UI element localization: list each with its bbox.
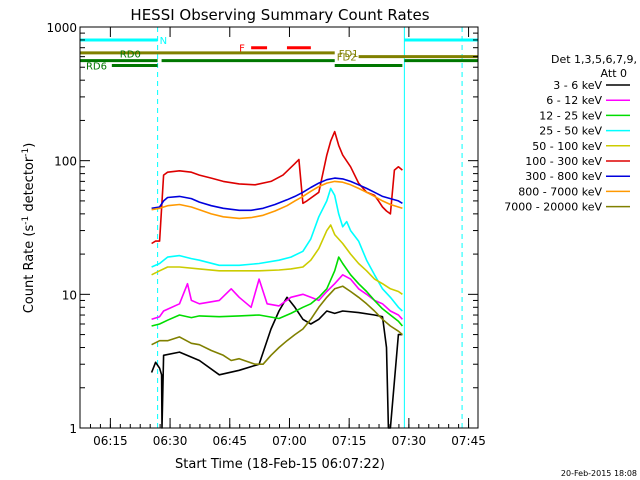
flag-label-f: F <box>239 44 245 55</box>
x-tick-label-5: 07:30 <box>392 434 427 448</box>
series-line-6 <box>151 177 403 212</box>
x-tick-label-2: 06:45 <box>212 434 247 448</box>
legend-header-2: Att 0 <box>601 67 627 80</box>
series-line-5 <box>151 130 403 245</box>
series-line-0 <box>150 296 403 429</box>
y-axis-label: Count Rate (s-1 detector-1) <box>21 143 37 314</box>
y-label-mid: detector <box>22 156 37 216</box>
series-line-7 <box>151 180 403 220</box>
legend-entries: 3 - 6 keV 6 - 12 keV 12 - 25 keV 25 - 50 ke… <box>504 79 630 214</box>
series-line-4 <box>151 224 403 295</box>
y-label-sup2: -1 <box>21 148 31 157</box>
y-tick-label-2: 100 <box>54 155 77 169</box>
vertical-markers <box>79 27 463 428</box>
x-tick-label-3: 07:00 <box>272 434 307 448</box>
legend-label-3: 25 - 50 keV <box>539 125 602 138</box>
axis-ticks: 06:15 06:30 06:45 07:00 07:15 07:30 07:45 1 10 10… <box>46 21 485 448</box>
flag-label-fd1: FD1 <box>339 49 359 60</box>
series-line-3 <box>151 187 403 312</box>
x-tick-label-4: 07:15 <box>332 434 367 448</box>
y-label-end: ) <box>22 143 37 148</box>
y-tick-label-0: 1 <box>69 422 77 436</box>
legend: Det 1,3,5,6,7,9, Att 0 3 - 6 keV 6 - 12 k… <box>504 53 637 214</box>
legend-label-5: 100 - 300 keV <box>525 155 602 168</box>
x-tick-label-0: 06:15 <box>93 434 128 448</box>
series-line-2 <box>151 256 404 327</box>
y-label-main: Count Rate (s <box>22 225 37 314</box>
legend-label-6: 300 - 800 keV <box>525 170 602 183</box>
flag-label-rd6: RD6 <box>86 62 107 73</box>
chart-title: HESSI Observing Summary Count Rates <box>130 6 429 24</box>
y-tick-label-1: 10 <box>62 288 77 302</box>
flag-label-fd2: FD2 <box>337 53 357 64</box>
legend-label-2: 12 - 25 keV <box>539 109 602 122</box>
flag-label-rd0: RD0 <box>120 50 141 61</box>
legend-label-8: 7000 - 20000 keV <box>504 201 602 214</box>
series-lines <box>150 130 404 429</box>
legend-label-4: 50 - 100 keV <box>532 140 602 153</box>
y-tick-label-3: 1000 <box>46 21 77 35</box>
y-label-sup1: -1 <box>21 216 31 225</box>
legend-label-0: 3 - 6 keV <box>553 79 602 92</box>
legend-label-1: 6 - 12 keV <box>546 94 602 107</box>
x-axis-label: Start Time (18-Feb-15 06:07:22) <box>175 457 385 472</box>
legend-header-1: Det 1,3,5,6,7,9, <box>551 53 637 66</box>
footer-timestamp: 20-Feb-2015 18:08 <box>561 469 637 478</box>
legend-label-7: 800 - 7000 keV <box>518 185 602 198</box>
x-tick-label-6: 07:45 <box>451 434 486 448</box>
plot-frame <box>79 26 479 429</box>
series-line-8 <box>151 285 403 366</box>
x-tick-label-1: 06:30 <box>153 434 188 448</box>
flag-label-n: N <box>160 36 167 47</box>
series-line-1 <box>151 273 403 321</box>
